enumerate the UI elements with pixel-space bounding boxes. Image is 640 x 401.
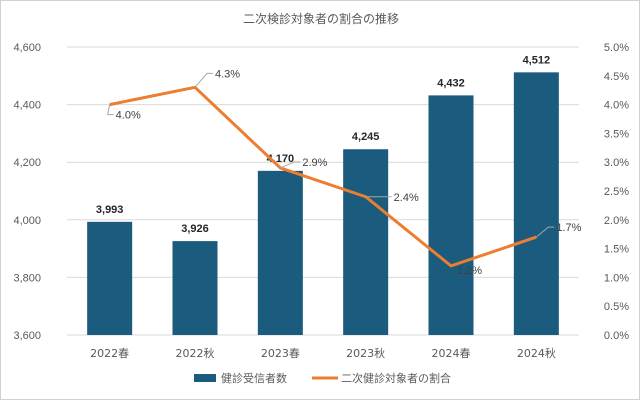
category-label: 2023春 [261, 347, 300, 360]
category-label: 2022春 [90, 347, 129, 360]
bar [87, 221, 133, 335]
left-tick-label: 4,000 [13, 215, 41, 227]
gridlines [67, 46, 579, 336]
legend-bar-swatch [194, 374, 216, 382]
left-tick-label: 4,400 [13, 100, 41, 112]
right-tick-label: 0.0% [604, 330, 629, 342]
line-data-label: 4.0% [116, 110, 141, 122]
right-tick-label: 2.5% [604, 186, 629, 198]
category-label: 2024秋 [517, 346, 556, 360]
legend-line-label: 二次健診対象者の割合 [341, 371, 451, 385]
series-line [109, 85, 537, 268]
right-tick-label: 4.0% [604, 100, 629, 112]
left-axis: 3,600 3,800 4,000 4,200 4,400 4,600 [13, 42, 41, 342]
bar [428, 95, 474, 335]
line-data-label: 1.2% [457, 265, 482, 277]
legend-bar-label: 健診受信者数 [221, 371, 287, 385]
left-tick-label: 4,600 [13, 42, 41, 54]
leader-line [194, 72, 213, 88]
leader-line [280, 161, 301, 169]
bar [343, 149, 389, 335]
right-axis: 0.0% 0.5% 1.0% 1.5% 2.0% 2.5% 3.0% 3.5% 4.0% 4.5%… [604, 42, 629, 342]
category-label: 2024春 [432, 347, 471, 360]
right-tick-label: 1.0% [604, 272, 629, 284]
right-tick-label: 3.5% [604, 128, 629, 140]
line-data-label: 2.9% [302, 157, 327, 169]
right-tick-label: 4.5% [604, 71, 629, 83]
legend: 健診受信者数 二次健診対象者の割合 [194, 371, 451, 385]
bar-data-label: 3,926 [181, 223, 209, 235]
right-tick-label: 5.0% [604, 42, 629, 54]
line-data-label: 4.3% [215, 68, 240, 80]
right-tick-label: 1.5% [604, 244, 629, 256]
category-label: 2022秋 [176, 346, 215, 360]
line-data-label: 2.4% [394, 192, 419, 204]
right-tick-label: 3.0% [604, 157, 629, 169]
bar-data-label: 4,245 [352, 131, 380, 143]
leader-line [536, 226, 555, 238]
bar-data-label: 4,512 [523, 54, 551, 66]
bar [172, 241, 218, 335]
line-data-label: 1.7% [556, 222, 581, 234]
category-axis: 2022春 2022秋 2023春 2023秋 2024春 2024秋 [90, 346, 556, 360]
line-series: 4.0% 4.3% 2.9% 2.4% 1.2% 1.7% [107, 68, 582, 277]
left-tick-label: 3,600 [13, 330, 41, 342]
bar [257, 170, 303, 335]
chart-title: 二次検診対象者の割合の推移 [243, 11, 399, 26]
right-tick-label: 0.5% [604, 301, 629, 313]
bar [513, 72, 559, 336]
bar-data-label: 3,993 [96, 204, 124, 216]
category-label: 2023秋 [346, 346, 385, 360]
bar-data-label: 4,432 [437, 77, 465, 89]
left-tick-label: 4,200 [13, 157, 41, 169]
left-tick-label: 3,800 [13, 272, 41, 284]
right-tick-label: 2.0% [604, 215, 629, 227]
leader-line [107, 104, 114, 116]
